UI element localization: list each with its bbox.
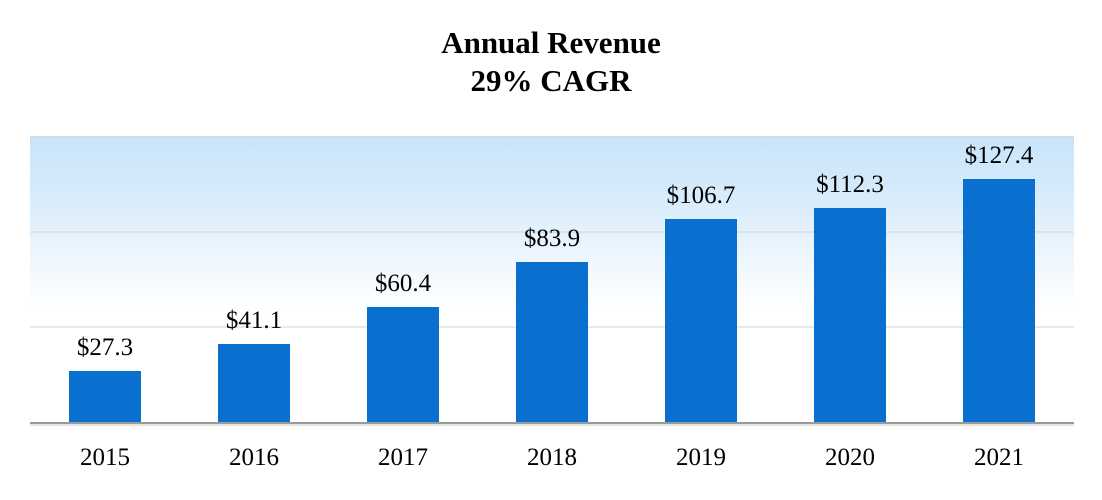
bar-2016 (218, 344, 290, 423)
bar-2019 (665, 219, 737, 423)
bar-2015 (69, 371, 141, 423)
bar-value-label-2017: $60.4 (374, 270, 432, 297)
bar-2017 (367, 307, 439, 423)
x-axis-label-2018: 2018 (527, 444, 577, 471)
bar-value-label-2019: $106.7 (666, 182, 736, 209)
chart-title-line1: Annual Revenue (441, 25, 661, 60)
bar-2018 (516, 262, 588, 423)
x-axis-label-2017: 2017 (378, 444, 428, 471)
bar-2021 (963, 179, 1035, 423)
x-axis-label-2021: 2021 (974, 444, 1024, 471)
bar-value-label-2016: $41.1 (225, 307, 283, 334)
gridline-150 (30, 136, 1074, 138)
x-axis-label-2020: 2020 (825, 444, 875, 471)
bar-value-label-2020: $112.3 (816, 171, 884, 198)
bar-value-label-2018: $83.9 (523, 225, 581, 252)
chart-title-line2: 29% CAGR (470, 63, 632, 98)
bar-value-label-2015: $27.3 (76, 334, 134, 361)
plot-area: $27.3 $41.1 $60.4 $83.9 $106.7 $112.3 $127.4 (30, 136, 1074, 423)
x-axis-label-2016: 2016 (229, 444, 279, 471)
x-axis-label-2019: 2019 (676, 444, 726, 471)
x-axis-line (30, 422, 1074, 424)
bar-value-label-2021: $127.4 (964, 142, 1034, 169)
gridline-100 (30, 231, 1074, 233)
x-axis-label-2015: 2015 (80, 444, 130, 471)
bar-2020 (814, 208, 886, 423)
chart-title: Annual Revenue 29% CAGR (0, 24, 1102, 100)
